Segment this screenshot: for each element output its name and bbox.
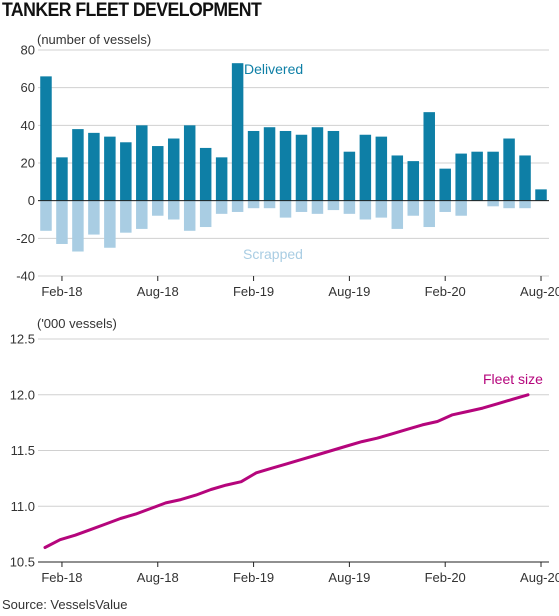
bar-y-tick-label: -40: [16, 269, 35, 284]
scrapped-bar: [519, 200, 531, 209]
line-unit-label: ('000 vessels): [37, 316, 117, 331]
delivered-bar: [215, 157, 228, 201]
scrapped-bar: [503, 200, 515, 209]
scrapped-bar: [136, 200, 148, 229]
bar-y-tick-label: 20: [21, 156, 35, 171]
source-note: Source: VesselsValue: [2, 597, 128, 612]
delivered-bar: [247, 130, 260, 201]
scrapped-bar: [247, 200, 260, 209]
scrapped-bar: [88, 200, 100, 235]
bar-y-tick-label: -20: [16, 231, 35, 246]
delivered-bar: [327, 130, 340, 201]
delivered-bar: [72, 129, 84, 201]
scrapped-bar: [407, 200, 420, 216]
delivered-bar: [519, 155, 531, 201]
delivered-bar: [199, 147, 212, 201]
line-y-tick-label: 11.5: [11, 443, 35, 458]
delivered-bar: [471, 151, 483, 201]
scrapped-bar: [263, 200, 276, 209]
line-y-tick-label: 12.0: [10, 387, 35, 402]
scrapped-bar: [167, 200, 180, 220]
scrapped-series-label: Scrapped: [243, 246, 303, 262]
delivered-bar: [407, 161, 420, 201]
delivered-bar: [359, 134, 372, 201]
line-y-tick-label: 12.5: [10, 332, 35, 347]
scrapped-bar: [120, 200, 132, 233]
line-y-tick-label: 10.5: [10, 555, 35, 570]
scrapped-bar: [295, 200, 308, 212]
chart-title: TANKER FLEET DEVELOPMENT: [2, 0, 262, 21]
line-x-tick-label: Aug-18: [137, 570, 179, 585]
scrapped-bar: [40, 200, 52, 231]
bar-x-tick-label: Aug-20: [520, 284, 559, 299]
delivered-bar: [423, 112, 435, 201]
line-x-tick-label: Aug-19: [328, 570, 370, 585]
bar-y-tick-label: 0: [28, 193, 35, 208]
scrapped-bar: [152, 200, 164, 216]
bar-y-tick-label: 80: [21, 43, 35, 58]
line-x-tick-label: Feb-18: [41, 570, 82, 585]
delivered-bar: [279, 130, 292, 201]
delivered-bar: [263, 127, 276, 201]
line-x-tick-label: Feb-19: [233, 570, 274, 585]
scrapped-bar: [343, 200, 356, 214]
delivered-bar: [311, 127, 324, 201]
delivered-bar: [439, 168, 451, 201]
line-x-tick-label: Aug-20: [520, 570, 559, 585]
delivered-bar: [88, 132, 100, 201]
fleet-size-line: [43, 393, 530, 549]
delivered-bar: [231, 63, 244, 201]
scrapped-bar: [199, 200, 212, 228]
scrapped-bar: [215, 200, 228, 214]
scrapped-bar: [72, 200, 84, 252]
delivered-bar: [120, 142, 132, 201]
bar-x-tick-label: Feb-19: [233, 284, 274, 299]
scrapped-bar: [183, 200, 196, 231]
bar-x-tick-label: Feb-20: [425, 284, 466, 299]
delivered-bar: [391, 155, 404, 201]
delivered-series-label: Delivered: [244, 61, 303, 77]
bar-x-tick-label: Feb-18: [41, 284, 82, 299]
scrapped-bar: [423, 200, 435, 228]
delivered-bar: [104, 136, 116, 201]
scrapped-bar: [439, 200, 451, 212]
scrapped-bar: [487, 200, 499, 207]
delivered-bar: [295, 134, 308, 201]
scrapped-bar: [231, 200, 244, 212]
delivered-bar: [455, 153, 467, 201]
delivered-bar: [535, 189, 547, 201]
bar-x-tick-label: Aug-19: [328, 284, 370, 299]
delivered-bar: [375, 136, 388, 201]
delivered-bar: [136, 125, 148, 201]
delivered-bar: [40, 76, 52, 201]
bar-y-tick-label: 60: [21, 80, 35, 95]
bar-unit-label: (number of vessels): [37, 32, 151, 47]
scrapped-bar: [359, 200, 372, 220]
scrapped-bar: [56, 200, 68, 244]
bar-y-tick-label: 40: [21, 118, 35, 133]
fleet-size-series-label: Fleet size: [483, 371, 543, 387]
scrapped-bar: [375, 200, 388, 218]
line-x-tick-label: Feb-20: [425, 570, 466, 585]
scrapped-bar: [455, 200, 467, 216]
bar-x-tick-label: Aug-18: [137, 284, 179, 299]
delivered-bar: [503, 138, 515, 201]
scrapped-bar: [104, 200, 116, 248]
delivered-bar: [56, 157, 68, 201]
delivered-bar: [152, 146, 164, 201]
scrapped-bar: [311, 200, 324, 214]
scrapped-bar: [327, 200, 340, 211]
delivered-bar: [167, 138, 180, 201]
scrapped-bar: [391, 200, 404, 229]
scrapped-bar: [279, 200, 292, 218]
delivered-bar: [183, 125, 196, 201]
line-y-tick-label: 11.0: [11, 499, 35, 514]
delivered-bar: [343, 151, 356, 201]
delivered-bar: [487, 151, 499, 201]
